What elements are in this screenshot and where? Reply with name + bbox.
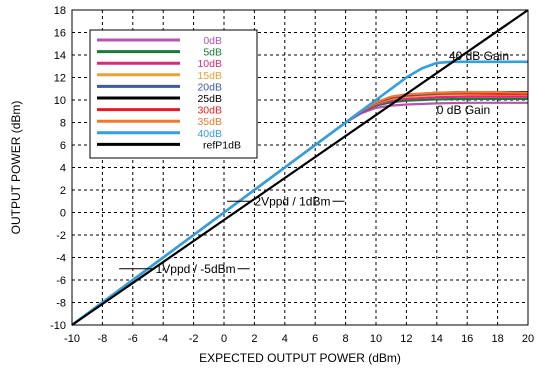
x-tick-label: 6 xyxy=(312,333,318,345)
x-tick-label: 20 xyxy=(522,333,534,345)
x-tick-label: 16 xyxy=(461,333,473,345)
annotation-label: 0 dB Gain xyxy=(437,103,490,117)
x-tick-label: 18 xyxy=(491,333,503,345)
ticks: -10 -8 -6 -4 -2 0 2 4 6 8 10 12 14 16 18 20-10-8-6-4-20… xyxy=(50,5,534,345)
series-layer xyxy=(71,9,529,327)
x-axis-title: EXPECTED OUTPUT POWER (dBm) xyxy=(199,351,401,365)
y-tick-label: -10 xyxy=(50,320,66,332)
x-tick-label: 0 xyxy=(221,333,227,345)
x-tick-label: 8 xyxy=(343,333,349,345)
legend-label: 30dB xyxy=(197,105,222,117)
legend-label: 35dB xyxy=(197,116,222,128)
y-tick-label: -8 xyxy=(56,298,66,310)
x-tick-label: 10 xyxy=(370,333,382,345)
series-line-refp1db xyxy=(71,9,529,326)
legend-label: 20dB xyxy=(197,81,222,93)
y-axis-title: OUTPUT POWER (dBm) xyxy=(9,101,23,235)
y-tick-label: 10 xyxy=(54,95,66,107)
legend-label: 40dB xyxy=(197,128,222,140)
y-tick-label: -6 xyxy=(56,275,66,287)
y-tick-label: 4 xyxy=(60,163,66,175)
x-tick-label: -4 xyxy=(158,333,168,345)
y-tick-label: -2 xyxy=(56,230,66,242)
x-tick-label: -6 xyxy=(128,333,138,345)
y-tick-label: 2 xyxy=(60,185,66,197)
annotation-label: 2Vppd / 1dBm xyxy=(254,194,330,208)
annotations: 40 dB Gain 0 dB Gain 2Vppd / 1dBm 1Vppd / -… xyxy=(119,49,509,276)
x-tick-label: 4 xyxy=(282,333,288,345)
legend-label: 10dB xyxy=(197,58,222,70)
legend-label: 15dB xyxy=(197,70,222,82)
y-tick-label: 18 xyxy=(54,5,66,17)
legend-label: 0dB xyxy=(203,35,222,47)
x-tick-label: 14 xyxy=(431,333,443,345)
plot-frame xyxy=(71,9,529,326)
y-tick-label: 14 xyxy=(54,50,66,62)
y-tick-label: 8 xyxy=(60,118,66,130)
y-tick-label: 16 xyxy=(54,28,66,40)
x-tick-label: 2 xyxy=(251,333,257,345)
y-tick-label: 6 xyxy=(60,140,66,152)
x-tick-label: -2 xyxy=(189,333,199,345)
legend-label: refP1dB xyxy=(203,139,241,151)
annotation-label: 1Vppd / -5dBm xyxy=(156,262,236,276)
legend: 0dB5dB10dB15dB20dB25dB30dB35dB40dBrefP1d… xyxy=(89,29,258,159)
legend-label: 25dB xyxy=(197,93,222,105)
x-tick-label: -10 xyxy=(64,333,80,345)
y-tick-label: 12 xyxy=(54,73,66,85)
y-tick-label: 0 xyxy=(60,208,66,220)
series-line-40db xyxy=(71,60,528,327)
y-tick-label: -4 xyxy=(56,253,66,265)
annotation-label: 40 dB Gain xyxy=(449,49,509,63)
x-tick-label: -8 xyxy=(98,333,108,345)
legend-label: 5dB xyxy=(203,47,222,59)
x-tick-label: 12 xyxy=(400,333,412,345)
